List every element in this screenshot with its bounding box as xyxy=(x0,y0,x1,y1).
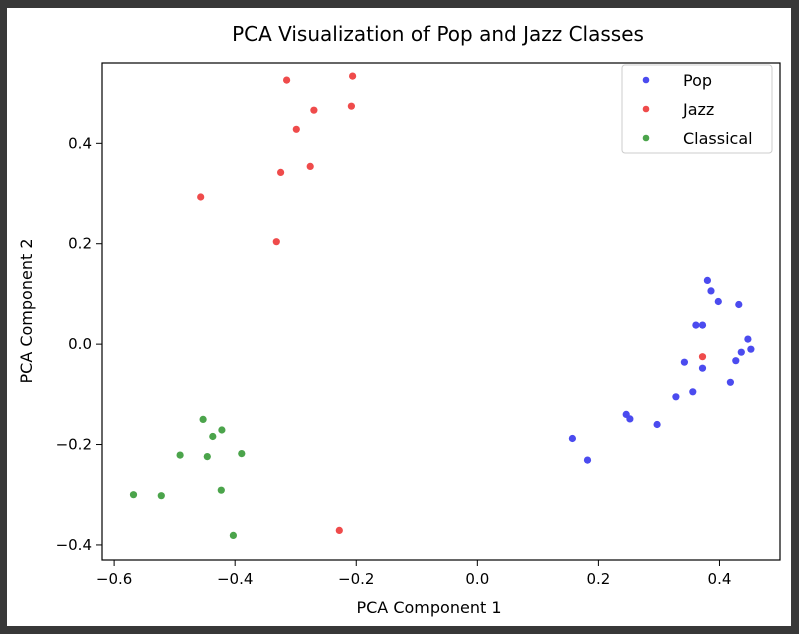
point-pop-14 xyxy=(726,378,735,386)
point-pop-9 xyxy=(698,321,707,329)
point-pop-8 xyxy=(692,321,700,329)
point-jazz-0 xyxy=(197,193,205,201)
axis-ticks: −0.6 −0.4 −0.2 0.0 0.2 0.4−0.4−0.20.00.20.4 xyxy=(56,134,732,588)
point-jazz-3 xyxy=(283,76,291,84)
legend-label-jazz: Jazz xyxy=(682,100,714,119)
point-jazz-9 xyxy=(335,526,343,535)
legend-marker-pop xyxy=(642,76,650,84)
point-pop-3 xyxy=(626,415,634,423)
point-pop-16 xyxy=(735,300,743,309)
x-tick-label: −0.6 xyxy=(96,570,132,588)
point-classical-3 xyxy=(199,415,207,423)
point-classical-5 xyxy=(209,432,217,441)
point-classical-1 xyxy=(157,492,165,500)
y-tick-label: 0.0 xyxy=(68,335,92,353)
y-tick-label: −0.4 xyxy=(56,536,92,554)
point-pop-10 xyxy=(698,364,707,372)
x-axis-label: PCA Component 1 xyxy=(356,598,501,617)
legend-box xyxy=(621,64,773,154)
x-tick-label: −0.2 xyxy=(338,570,374,588)
chart-title: PCA Visualization of Pop and Jazz Classe… xyxy=(232,22,644,46)
y-tick-label: 0.2 xyxy=(68,235,92,253)
point-pop-18 xyxy=(744,335,752,343)
point-pop-7 xyxy=(689,388,697,396)
point-pop-12 xyxy=(707,287,715,295)
axes-frame xyxy=(101,62,781,561)
point-jazz-6 xyxy=(310,106,318,114)
legend: Pop Jazz Classical xyxy=(621,64,773,154)
point-classical-0 xyxy=(129,491,138,499)
figure: PCA Visualization of Pop and Jazz Classe… xyxy=(7,8,791,626)
legend-marker-jazz xyxy=(642,105,650,113)
legend-label-classical: Classical xyxy=(683,129,753,148)
point-pop-13 xyxy=(714,297,722,306)
point-jazz-7 xyxy=(347,102,355,110)
point-classical-8 xyxy=(229,531,237,540)
y-axis-label: PCA Component 2 xyxy=(17,238,36,383)
x-tick-label: 0.2 xyxy=(586,570,610,588)
legend-marker-classical xyxy=(642,134,650,142)
x-tick-label: −0.4 xyxy=(217,570,253,588)
legend-label-pop: Pop xyxy=(683,71,712,90)
plot-area xyxy=(129,72,755,540)
point-pop-6 xyxy=(680,358,689,366)
point-jazz-1 xyxy=(272,238,280,246)
point-pop-0 xyxy=(568,434,577,443)
point-pop-15 xyxy=(732,357,740,365)
point-jazz-10 xyxy=(698,353,707,361)
point-pop-17 xyxy=(737,348,745,356)
point-classical-6 xyxy=(217,486,225,494)
y-tick-label: −0.2 xyxy=(56,436,92,454)
x-tick-label: 0.4 xyxy=(708,570,732,588)
point-jazz-2 xyxy=(277,168,285,176)
point-pop-11 xyxy=(703,276,712,284)
point-jazz-4 xyxy=(292,125,300,133)
y-tick-label: 0.4 xyxy=(68,134,92,152)
point-classical-7 xyxy=(218,426,226,434)
point-pop-19 xyxy=(747,345,755,353)
point-pop-4 xyxy=(653,420,661,429)
point-classical-4 xyxy=(203,453,211,461)
point-pop-1 xyxy=(583,456,592,464)
point-classical-9 xyxy=(238,450,246,458)
scatter-chart: PCA Visualization of Pop and Jazz Classe… xyxy=(17,22,781,617)
point-classical-2 xyxy=(176,451,184,459)
point-pop-5 xyxy=(672,393,680,401)
point-jazz-5 xyxy=(306,162,314,170)
x-tick-label: 0.0 xyxy=(465,570,489,588)
point-jazz-8 xyxy=(349,72,357,80)
